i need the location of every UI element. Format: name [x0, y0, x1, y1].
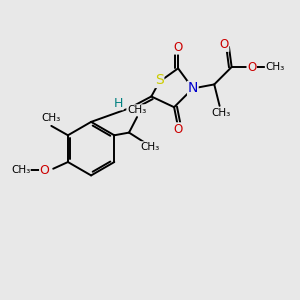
Text: H: H: [114, 97, 123, 110]
Text: O: O: [173, 123, 183, 136]
Text: CH₃: CH₃: [140, 142, 159, 152]
Text: CH₃: CH₃: [41, 113, 60, 123]
Text: S: S: [155, 74, 164, 87]
Text: CH₃: CH₃: [11, 165, 30, 175]
Text: CH₃: CH₃: [266, 62, 285, 72]
Text: CH₃: CH₃: [211, 108, 231, 118]
Text: O: O: [220, 38, 229, 51]
Text: N: N: [188, 81, 198, 95]
Text: O: O: [40, 164, 50, 177]
Text: O: O: [247, 61, 256, 74]
Text: O: O: [173, 41, 183, 54]
Text: CH₃: CH₃: [127, 105, 146, 115]
